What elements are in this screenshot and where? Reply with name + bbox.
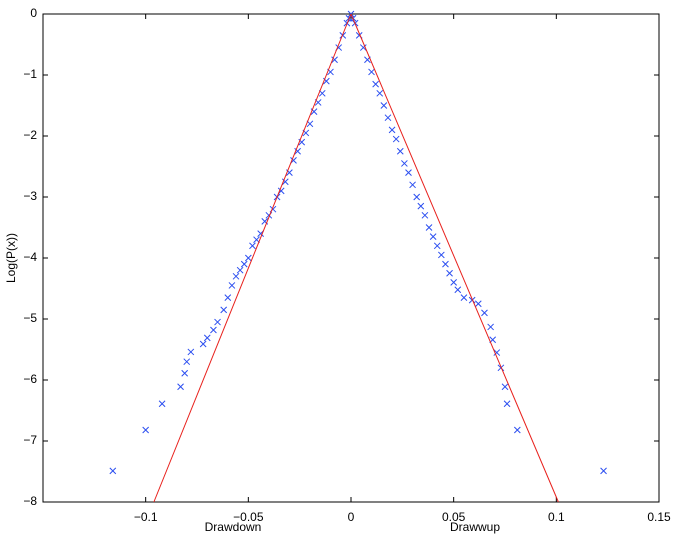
y-tick-label: −2 [23,128,37,142]
marker [236,266,244,274]
y-tick-label: −6 [23,372,37,386]
marker [501,383,509,391]
marker [425,224,433,231]
y-tick-label: 0 [30,6,37,20]
marker [409,181,416,189]
marker [388,126,396,134]
marker [199,340,207,348]
marker [232,272,240,280]
marker [446,269,453,277]
marker [450,279,458,286]
marker [413,193,421,201]
marker [487,323,494,331]
marker [210,326,217,334]
y-axis-label: Log(P(x)) [4,233,18,283]
marker [513,426,521,434]
marker [220,306,228,314]
x-tick-label: 0.1 [548,510,565,524]
marker [281,178,289,186]
marker [187,348,195,356]
marker [405,169,412,176]
x-tick-label: −0.05 [233,510,264,524]
marker [442,260,449,268]
marker [228,282,236,289]
marker [384,114,392,122]
fit-line [350,13,559,503]
marker [158,400,166,408]
y-tick-label: −3 [23,189,37,203]
marker [600,467,607,475]
plot-frame [42,13,660,503]
marker [372,80,379,88]
marker [244,254,252,262]
x-axis-label: Drawdown [205,520,262,534]
x-axis-label: Drawwup [450,520,500,534]
marker [359,44,367,51]
marker [380,102,388,109]
marker [493,349,501,356]
y-tick-label: −5 [23,311,37,325]
marker [460,294,468,302]
marker [240,260,248,268]
marker [421,211,429,219]
marker [368,68,375,76]
x-tick-label: 0 [348,510,355,524]
marker [474,300,482,308]
x-tick-label: 0.05 [442,510,466,524]
x-tick-label: −0.1 [134,510,158,524]
marker [142,426,150,434]
y-tick-label: −8 [23,494,37,508]
y-tick-label: −7 [23,433,37,447]
marker [181,369,189,377]
x-tick-label: 0.15 [647,510,671,524]
marker [503,400,511,408]
marker [331,56,338,64]
marker [177,383,184,391]
marker [437,251,445,259]
marker [401,160,408,167]
marker [376,89,384,97]
marker [417,202,425,210]
marker [433,242,441,250]
marker [109,467,117,475]
marker [294,147,301,155]
marker [183,358,191,366]
marker [203,334,211,342]
marker [392,135,400,143]
marker [214,318,221,326]
marker [429,233,437,241]
marker [249,242,256,250]
y-tick-label: −1 [23,67,37,81]
marker [454,286,462,294]
marker [481,309,488,317]
marker [224,294,232,302]
fit-line [153,13,352,503]
y-tick-label: −4 [23,250,37,264]
marker [396,147,404,155]
